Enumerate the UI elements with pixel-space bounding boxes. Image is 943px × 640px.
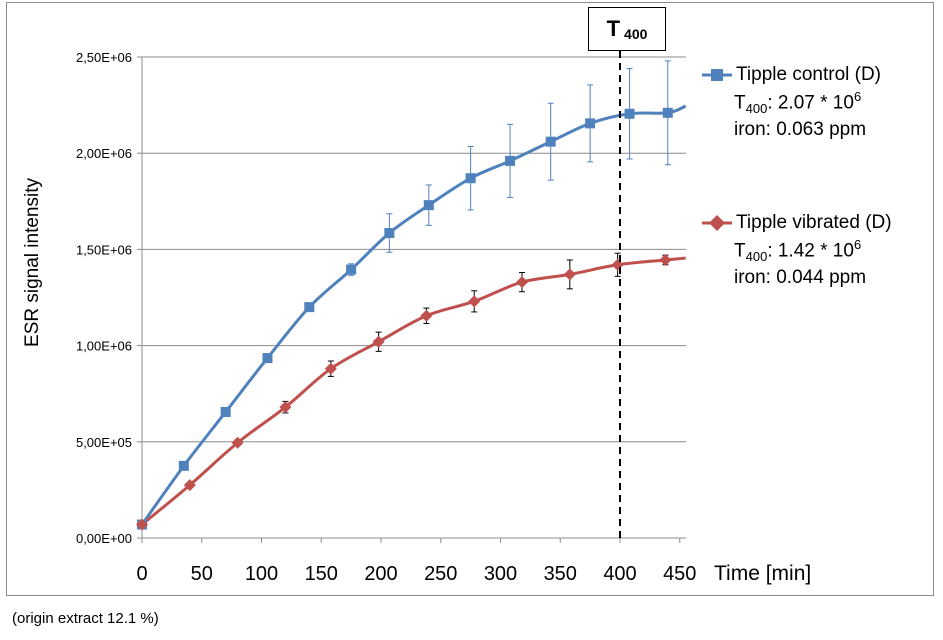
data-point <box>420 309 433 322</box>
t400-label-box: T 400 <box>588 7 666 51</box>
x-tick-label: 150 <box>305 563 338 585</box>
y-tick-label: 0,00E+00 <box>76 531 132 546</box>
legend-control-label: Tipple control (D) <box>736 64 882 85</box>
data-point <box>384 228 395 239</box>
vibrated-iron-value: iron: 0.044 ppm <box>734 267 867 289</box>
data-point <box>136 518 148 531</box>
series-markers <box>136 107 673 531</box>
legend-vibrated-label: Tipple vibrated (D) <box>736 212 892 233</box>
data-point <box>304 302 315 313</box>
data-point <box>262 353 273 364</box>
x-tick-label: 450 <box>663 563 696 585</box>
axes <box>137 56 686 543</box>
series-line-0 <box>140 104 687 526</box>
data-point <box>324 362 337 375</box>
data-point <box>279 401 292 414</box>
t400-label-sub: 400 <box>624 26 648 42</box>
x-tick-label: 50 <box>191 563 213 585</box>
data-point <box>624 108 635 119</box>
x-tick-label: 350 <box>544 563 577 585</box>
data-point <box>659 253 672 266</box>
data-point <box>585 118 596 129</box>
grid-lines <box>142 56 686 443</box>
t400-label: T <box>606 16 621 41</box>
y-tick-label: 1,50E+06 <box>76 242 132 257</box>
y-tick-label: 5,00E+05 <box>76 435 132 450</box>
series-lines <box>140 104 687 526</box>
control-iron-value: iron: 0.063 ppm <box>734 119 867 141</box>
x-tick-label: 250 <box>424 563 457 585</box>
data-point <box>372 335 385 348</box>
vibrated-t400-value: T400: 1.42 * 106 <box>734 236 862 264</box>
y-tick-label: 2,00E+06 <box>76 146 132 161</box>
x-tick-label: 200 <box>364 563 397 585</box>
data-point <box>465 173 476 184</box>
x-axis-label: Time [min] <box>714 562 811 585</box>
data-point <box>220 406 231 417</box>
legend-control: Tipple control (D) T400: 2.07 * 106 iron… <box>700 62 881 143</box>
data-point <box>505 155 516 166</box>
data-point <box>516 276 529 289</box>
control-t400-value: T400: 2.07 * 106 <box>734 88 862 116</box>
data-point <box>178 460 189 471</box>
data-point <box>468 295 481 308</box>
legend-vibrated: Tipple vibrated (D) T400: 1.42 * 106 iro… <box>700 210 892 291</box>
x-tick-label: 300 <box>484 563 517 585</box>
x-tick-label: 400 <box>603 563 636 585</box>
tick-labels: 0,00E+00 5,00E+05 1,00E+06 1,50E+06 2,00E+06… <box>76 50 696 585</box>
data-point <box>563 268 576 281</box>
x-tick-label: 100 <box>245 563 278 585</box>
legend-vibrated-swatch <box>702 214 732 231</box>
data-point <box>346 264 357 275</box>
data-point <box>611 258 624 271</box>
footnote: (origin extract 12.1 %) <box>12 610 159 627</box>
legend-control-swatch <box>702 68 732 81</box>
data-point <box>545 136 556 147</box>
y-tick-label: 2,50E+06 <box>76 50 132 65</box>
y-tick-label: 1,00E+06 <box>76 339 132 354</box>
data-point <box>423 200 434 211</box>
data-point <box>183 479 196 492</box>
data-point <box>231 436 244 449</box>
x-tick-label: 0 <box>136 563 147 585</box>
y-axis-label: ESR signal intensity <box>22 178 43 347</box>
data-point <box>662 107 673 118</box>
series-line-1 <box>141 256 686 526</box>
